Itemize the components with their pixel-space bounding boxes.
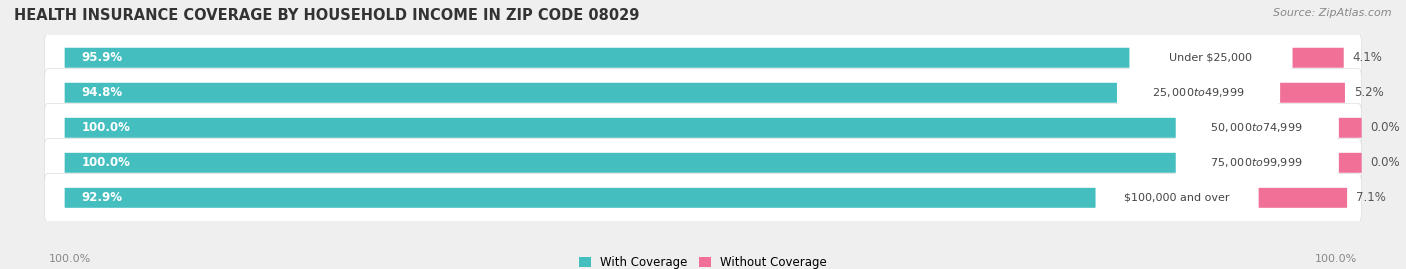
FancyBboxPatch shape [45,174,1361,222]
FancyBboxPatch shape [1175,148,1337,178]
Text: 95.9%: 95.9% [82,51,122,64]
FancyBboxPatch shape [45,139,1361,187]
FancyBboxPatch shape [1292,48,1344,68]
Text: 92.9%: 92.9% [82,191,122,204]
Text: 100.0%: 100.0% [82,121,131,134]
Text: $75,000 to $99,999: $75,000 to $99,999 [1211,156,1303,169]
FancyBboxPatch shape [1339,118,1361,138]
Text: 4.1%: 4.1% [1353,51,1382,64]
Text: $100,000 and over: $100,000 and over [1123,193,1229,203]
FancyBboxPatch shape [1175,112,1337,143]
Text: HEALTH INSURANCE COVERAGE BY HOUSEHOLD INCOME IN ZIP CODE 08029: HEALTH INSURANCE COVERAGE BY HOUSEHOLD I… [14,8,640,23]
Text: Source: ZipAtlas.com: Source: ZipAtlas.com [1274,8,1392,18]
Text: $50,000 to $74,999: $50,000 to $74,999 [1211,121,1303,134]
Text: 7.1%: 7.1% [1355,191,1386,204]
Text: 100.0%: 100.0% [1315,254,1357,264]
FancyBboxPatch shape [65,188,1115,208]
Text: 0.0%: 0.0% [1371,121,1400,134]
FancyBboxPatch shape [1258,188,1347,208]
FancyBboxPatch shape [1095,183,1257,213]
FancyBboxPatch shape [1129,43,1291,73]
FancyBboxPatch shape [65,118,1195,138]
FancyBboxPatch shape [45,68,1361,117]
FancyBboxPatch shape [1339,153,1361,173]
Text: 100.0%: 100.0% [49,254,91,264]
FancyBboxPatch shape [65,153,1195,173]
Text: 0.0%: 0.0% [1371,156,1400,169]
FancyBboxPatch shape [45,104,1361,152]
Text: 5.2%: 5.2% [1354,86,1384,99]
FancyBboxPatch shape [45,33,1361,82]
FancyBboxPatch shape [65,48,1149,68]
FancyBboxPatch shape [1116,77,1278,108]
FancyBboxPatch shape [65,83,1136,103]
Text: $25,000 to $49,999: $25,000 to $49,999 [1152,86,1244,99]
Text: 100.0%: 100.0% [82,156,131,169]
Text: 94.8%: 94.8% [82,86,122,99]
Legend: With Coverage, Without Coverage: With Coverage, Without Coverage [574,252,832,269]
Text: Under $25,000: Under $25,000 [1168,53,1251,63]
FancyBboxPatch shape [1279,83,1346,103]
